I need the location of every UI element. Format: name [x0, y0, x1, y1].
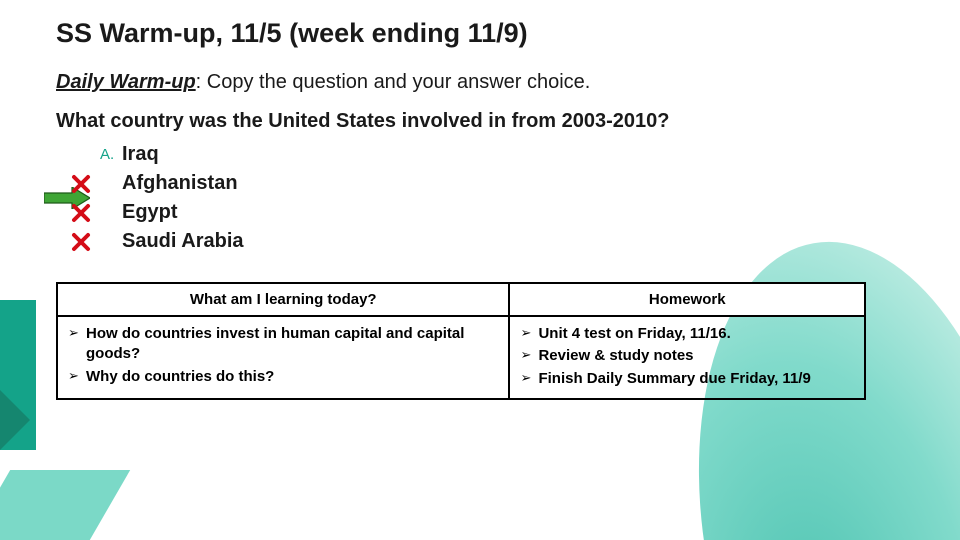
warmup-instruction: Daily Warm-up: Copy the question and you… — [56, 71, 920, 94]
cross-icon — [66, 203, 96, 223]
list-item: How do countries invest in human capital… — [68, 324, 498, 365]
option-d: Saudi Arabia — [100, 227, 920, 256]
info-table: What am I learning today? Homework How d… — [56, 282, 866, 400]
table-cell-homework: Unit 4 test on Friday, 11/16. Review & s… — [509, 316, 865, 399]
option-c: Egypt — [100, 198, 920, 227]
list-item: Review & study notes — [520, 346, 854, 366]
option-b: Afghanistan — [100, 169, 920, 198]
list-item: Why do countries do this? — [68, 367, 498, 387]
option-c-text: Egypt — [122, 198, 178, 227]
options-list: A. Iraq Afghanistan Egypt — [100, 140, 920, 256]
list-item: Unit 4 test on Friday, 11/16. — [520, 324, 854, 344]
table-cell-learning: How do countries invest in human capital… — [57, 316, 509, 399]
decor-skew-left — [0, 470, 130, 540]
table-header-homework: Homework — [509, 283, 865, 316]
option-b-text: Afghanistan — [122, 169, 238, 198]
option-d-text: Saudi Arabia — [122, 227, 244, 256]
slide-title: SS Warm-up, 11/5 (week ending 11/9) — [56, 18, 920, 49]
option-a-letter: A. — [100, 144, 122, 166]
question-text: What country was the United States invol… — [56, 108, 920, 134]
table-header-row: What am I learning today? Homework — [57, 283, 865, 316]
cross-icon — [66, 232, 96, 252]
option-a-text: Iraq — [122, 140, 159, 169]
list-item: Finish Daily Summary due Friday, 11/9 — [520, 369, 854, 389]
table-header-learning: What am I learning today? — [57, 283, 509, 316]
warmup-label: Daily Warm-up — [56, 71, 196, 93]
warmup-rest: : Copy the question and your answer choi… — [196, 71, 591, 93]
cross-icon — [66, 174, 96, 194]
option-a: A. Iraq — [100, 140, 920, 169]
table-body-row: How do countries invest in human capital… — [57, 316, 865, 399]
